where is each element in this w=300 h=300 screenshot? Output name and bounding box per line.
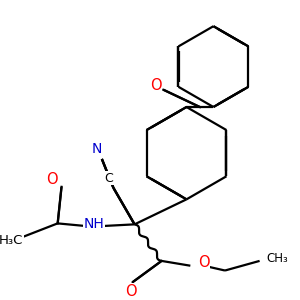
Text: O: O [150,78,161,93]
Text: O: O [46,172,58,187]
Text: NH: NH [84,218,104,231]
Text: CH₃: CH₃ [266,253,288,266]
Text: O: O [125,284,136,299]
Text: N: N [92,142,102,156]
Text: C: C [104,172,113,185]
Text: H₃C: H₃C [0,234,24,247]
Text: O: O [198,255,210,270]
